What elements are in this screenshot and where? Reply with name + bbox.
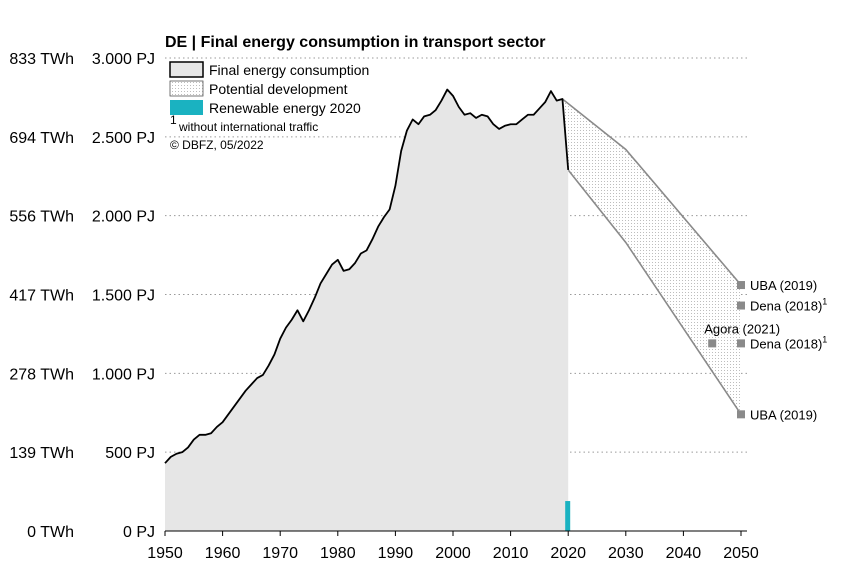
scenario-label: UBA (2019)	[750, 278, 817, 293]
consumption-area-fill	[165, 89, 569, 532]
projection-lower-line	[567, 169, 742, 415]
potential-development-fill	[562, 98, 741, 415]
x-tick-label: 2030	[608, 545, 644, 562]
scenario-label-text: Agora (2021)	[704, 321, 780, 336]
y-tick-label-twh: 833 TWh	[9, 51, 74, 68]
y-tick-label-pj: 500 PJ	[105, 445, 155, 462]
scenario-footnote-mark: 1	[822, 297, 827, 307]
scenario-label: Dena (2018)1	[750, 297, 827, 314]
scenario-marker	[737, 339, 745, 348]
scenario-footnote-mark: 1	[822, 334, 827, 344]
x-tick-label: 1980	[320, 545, 356, 562]
x-tick-label: 2010	[493, 545, 529, 562]
potential-development-band	[561, 98, 742, 415]
scenario-label: UBA (2019)	[750, 407, 817, 422]
y-tick-label-pj: 3.000 PJ	[92, 51, 155, 68]
legend-swatch-renewable	[170, 100, 203, 115]
y-tick-label-pj: 0 PJ	[123, 524, 155, 541]
scenario-label: Agora (2021)	[704, 321, 780, 336]
legend-label-consumption: Final energy consumption	[209, 62, 369, 78]
scenario-marker	[708, 339, 717, 348]
scenario-marker	[737, 281, 745, 290]
consumption-area	[164, 88, 571, 532]
scenario-label-text: UBA (2019)	[750, 278, 817, 293]
consumption-line	[164, 88, 570, 464]
y-tick-label-twh: 694 TWh	[9, 130, 74, 147]
y-tick-label-pj: 1.000 PJ	[92, 366, 155, 383]
scenario-marker	[737, 410, 745, 419]
legend-swatch-potential	[169, 80, 204, 97]
axes: 0 TWh 0 PJ 139 TWh 500 PJ 278 TWh 1.000 PJ 417…	[9, 51, 759, 562]
x-tick-label: 2050	[723, 545, 759, 562]
scenario-marker	[737, 301, 745, 310]
x-tick-label: 1950	[147, 545, 183, 562]
y-tick-label-twh: 556 TWh	[9, 209, 74, 226]
scenario-label: Dena (2018)1	[750, 334, 827, 351]
footnote-mark: 1	[170, 113, 177, 127]
scenario-label-text: Dena (2018)	[750, 336, 822, 351]
y-tick-label-pj: 1.500 PJ	[92, 288, 155, 305]
x-tick-label: 1960	[205, 545, 241, 562]
y-tick-label-pj: 2.000 PJ	[92, 209, 155, 226]
legend: Final energy consumption Potential devel…	[169, 61, 369, 152]
y-tick-label-pj: 2.500 PJ	[92, 130, 155, 147]
x-tick-label: 2040	[666, 545, 702, 562]
legend-swatch-consumption	[169, 61, 204, 78]
copyright-text: © DBFZ, 05/2022	[170, 138, 264, 152]
legend-label-renewable: Renewable energy 2020	[209, 100, 361, 116]
scenario-label-text: Dena (2018)	[750, 299, 822, 314]
y-tick-label-twh: 139 TWh	[9, 445, 74, 462]
projection-upper-line	[561, 98, 742, 286]
chart-title: DE | Final energy consumption in transpo…	[165, 34, 546, 51]
x-tick-label: 2000	[435, 545, 471, 562]
y-tick-label-twh: 0 TWh	[27, 524, 74, 541]
y-tick-label-twh: 417 TWh	[9, 288, 74, 305]
x-tick-label: 1990	[378, 545, 414, 562]
renewable-2020-bar	[565, 501, 571, 531]
footnote-text: without international traffic	[178, 120, 318, 134]
x-tick-label: 2020	[550, 545, 586, 562]
legend-label-potential: Potential development	[209, 81, 348, 97]
x-tick-label: 1970	[262, 545, 298, 562]
scenario-label-text: UBA (2019)	[750, 407, 817, 422]
y-tick-label-twh: 278 TWh	[9, 366, 74, 383]
